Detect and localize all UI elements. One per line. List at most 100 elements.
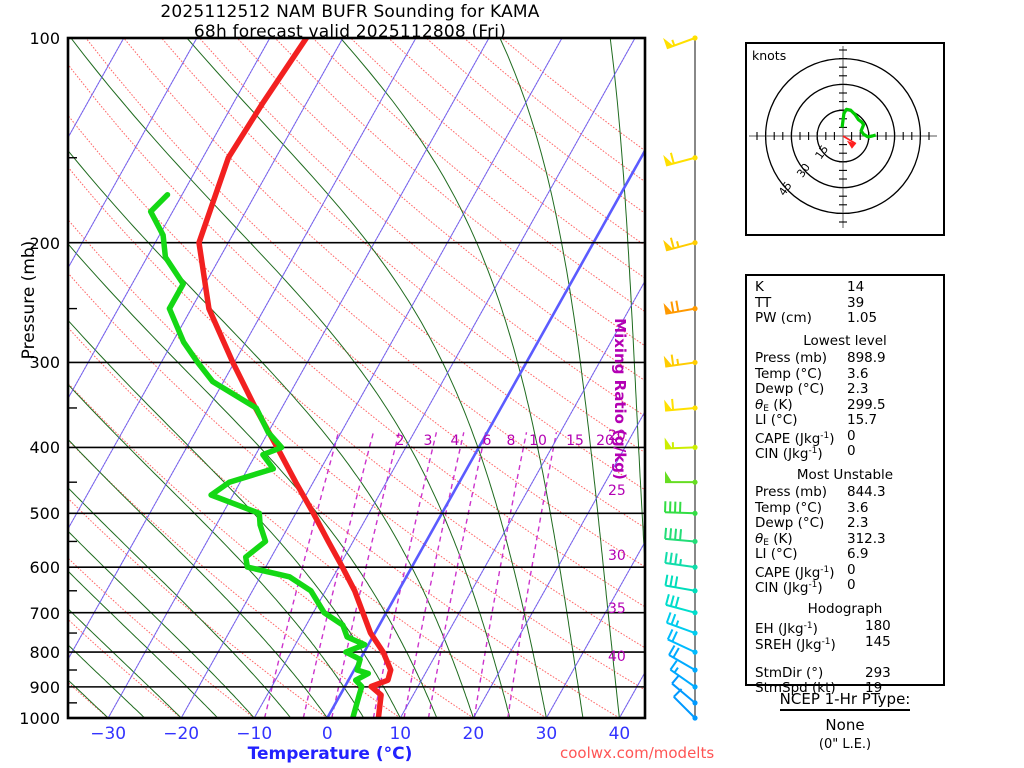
row-key: K (755, 279, 764, 295)
mixing-ratio-tick: 40 (608, 649, 626, 665)
row-value: 898.9 (847, 350, 886, 366)
temperature-tick: −20 (163, 724, 200, 744)
lowest-level-header: Lowest level (803, 333, 887, 349)
temperature-tick: 20 (462, 724, 485, 744)
indices-panel: K 14 TT 39 PW (cm) 1.05 (745, 274, 945, 334)
data-row: StmDir (°) 293 (747, 664, 943, 682)
row-key: θE (K) (755, 396, 793, 414)
mixing-ratio-line-label: 3 (423, 433, 433, 449)
row-key: Dewp (°C) (755, 381, 825, 397)
row-value: 844.3 (847, 484, 886, 500)
pressure-tick: 800 (29, 643, 60, 663)
data-row: EH (Jkg-1) 180 (747, 618, 943, 637)
data-row: CAPE (Jkg-1) 0 (747, 427, 943, 447)
pressure-tick: 100 (29, 29, 60, 48)
row-value: 2.3 (847, 515, 869, 531)
row-key: LI (°C) (755, 546, 798, 562)
pressure-tick: 900 (29, 677, 60, 697)
svg-text:45: 45 (776, 179, 795, 198)
row-key: θE (K) (755, 530, 793, 548)
ncep-ptype-value: None (825, 716, 865, 734)
row-key: Temp (°C) (755, 365, 822, 382)
temperature-tick: 40 (608, 724, 631, 744)
row-value: 3.6 (847, 365, 869, 382)
row-value: 19 (865, 680, 883, 696)
ncep-ptype-amount: (0" L.E.) (818, 737, 872, 752)
temperature-tick: 0 (321, 724, 333, 744)
data-row: Press (mb) 898.9 (747, 350, 943, 367)
row-value: 293 (865, 664, 891, 681)
data-row: StmSpd (kt) 19 (747, 680, 943, 697)
row-key: Temp (°C) (755, 499, 822, 516)
most-unstable-header: Most Unstable (796, 467, 894, 483)
temperature-axis-label: Temperature (°C) (247, 744, 413, 764)
data-row: LI (°C) 6.9 (747, 546, 943, 563)
row-value: 145 (865, 633, 891, 650)
svg-text:30: 30 (794, 161, 813, 180)
skewt-svg[interactable] (0, 0, 660, 768)
mixing-ratio-tick: 30 (608, 548, 626, 564)
row-key: CAPE (Jkg-1) (755, 430, 835, 447)
mixing-ratio-line-label: 6 (482, 433, 492, 449)
watermark: coolwx.com/modelts (560, 744, 715, 762)
pressure-tick: 500 (29, 504, 60, 524)
lowest-level-panel: Lowest level Press (mb) 898.9 Temp (°C) 3.6… (745, 330, 945, 466)
pressure-tick: 1000 (19, 709, 60, 728)
mixing-ratio-line-label: 8 (506, 433, 516, 449)
hodograph-panel[interactable]: 15 30 45 (745, 42, 945, 236)
row-key: SREH (Jkg-1) (755, 636, 836, 653)
data-row: Temp (°C) 3.6 (747, 499, 943, 517)
pressure-tick: 600 (29, 558, 60, 578)
mixing-ratio-axis-text: Mixing Ratio (g/kg) (611, 318, 629, 480)
ncep-ptype-block: NCEP 1-Hr PType: None (0" L.E.) (745, 690, 945, 752)
data-row: LI (°C) 15.7 (747, 412, 943, 429)
row-value: 2.3 (847, 381, 869, 397)
data-row: CIN (Jkg-1) 0 (747, 577, 943, 595)
svg-text:15: 15 (813, 143, 832, 162)
row-value: 1.05 (847, 310, 878, 326)
wind-barbs-svg (663, 35, 698, 721)
hodograph-units-label: knots (752, 48, 787, 63)
data-row (747, 650, 943, 666)
row-value: 0 (847, 427, 856, 444)
row-key: CIN (Jkg-1) (755, 446, 823, 462)
data-row: CIN (Jkg-1) 0 (747, 443, 943, 462)
mixing-ratio-line-label: 10 (529, 433, 547, 449)
row-value: 15.7 (847, 412, 878, 428)
wind-barb-column (655, 0, 740, 768)
data-row: Dewp (°C) 2.3 (747, 381, 943, 398)
mixing-ratio-tick: 35 (608, 601, 626, 617)
mixing-ratio-tick: 25 (608, 483, 626, 499)
row-value: 180 (865, 618, 891, 634)
temperature-tick: 30 (535, 724, 558, 744)
row-value: 299.5 (847, 396, 886, 413)
data-row: θE (K) 299.5 (747, 396, 943, 414)
temperature-tick: −10 (236, 724, 273, 744)
row-key: Dewp (°C) (755, 515, 825, 531)
pressure-axis-label: Pressure (mb) (19, 240, 39, 360)
most-unstable-panel: Most Unstable Press (mb) 844.3 Temp (°C) 3.… (745, 464, 945, 600)
hodograph-stats-header: Hodograph (807, 601, 883, 617)
row-value: 6.9 (847, 546, 869, 562)
ncep-ptype-header: NCEP 1-Hr PType: (779, 690, 911, 711)
title-line-1: 2025112512 NAM BUFR Sounding for KAMA (160, 2, 540, 22)
hodograph-stats-panel: Hodograph EH (Jkg-1) 180 SREH (Jkg-1) 145 St… (745, 598, 945, 696)
row-value: 0 (847, 443, 856, 459)
data-row: TT 39 (747, 295, 943, 312)
row-key: CAPE (Jkg-1) (755, 564, 835, 581)
pressure-tick: 200 (29, 233, 60, 253)
data-row: SREH (Jkg-1) 145 (747, 633, 943, 653)
row-key: Press (mb) (755, 484, 828, 500)
row-value: 14 (847, 279, 865, 295)
row-key: StmSpd (kt) (755, 680, 836, 696)
temperature-tick: −30 (90, 724, 127, 744)
row-value: 312.3 (847, 530, 886, 547)
pressure-tick: 700 (29, 603, 60, 623)
skewt-diagram[interactable] (0, 0, 660, 768)
mixing-ratio-axis-label: Mixing Ratio (g/kg) (611, 318, 629, 480)
row-key: EH (Jkg-1) (755, 621, 818, 637)
data-row: K 14 (747, 279, 943, 296)
row-value: 0 (847, 561, 856, 578)
mixing-ratio-tick: 20 (608, 428, 626, 444)
